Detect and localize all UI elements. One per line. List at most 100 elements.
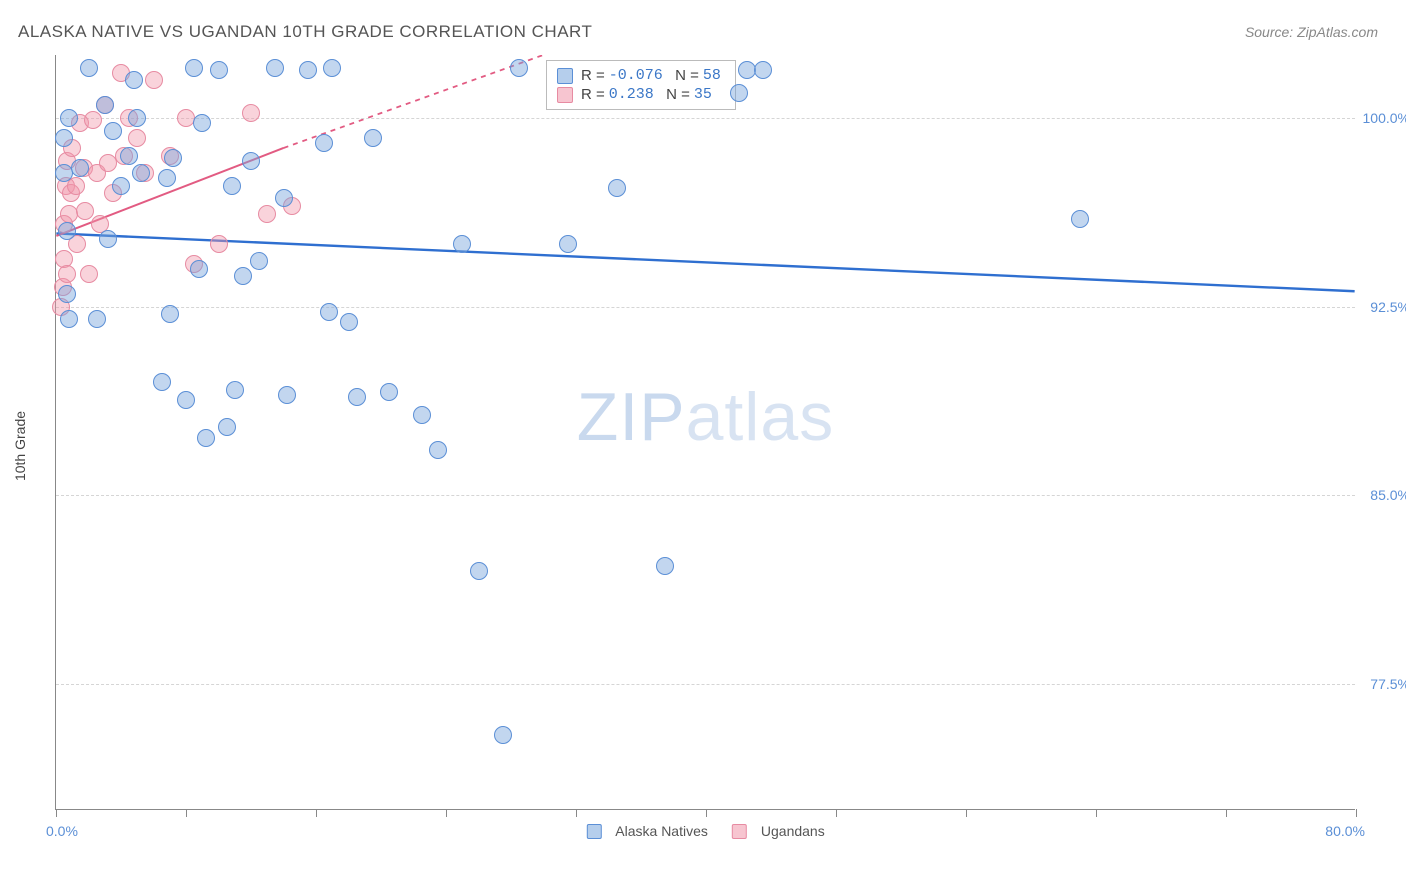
data-point <box>112 177 130 195</box>
data-point <box>210 61 228 79</box>
data-point <box>242 152 260 170</box>
data-point <box>210 235 228 253</box>
data-point <box>278 386 296 404</box>
chart-title: ALASKA NATIVE VS UGANDAN 10TH GRADE CORR… <box>18 22 592 42</box>
legend: Alaska Natives Ugandans <box>586 823 824 839</box>
data-point <box>99 154 117 172</box>
data-point <box>80 59 98 77</box>
stats-row-blue: R =-0.076 N =58 <box>557 67 725 84</box>
data-point <box>323 59 341 77</box>
x-tick <box>706 809 707 817</box>
data-point <box>197 429 215 447</box>
data-point <box>470 562 488 580</box>
data-point <box>730 84 748 102</box>
x-tick <box>56 809 57 817</box>
stats-row-pink: R = 0.238 N =35 <box>557 86 725 103</box>
x-tick <box>576 809 577 817</box>
data-point <box>559 235 577 253</box>
x-tick <box>966 809 967 817</box>
stats-box: R =-0.076 N =58 R = 0.238 N =35 <box>546 60 736 110</box>
blue-legend-icon <box>586 824 601 839</box>
y-tick-label: 100.0% <box>1355 110 1406 126</box>
y-tick-label: 77.5% <box>1355 676 1406 692</box>
gridline-h <box>56 307 1355 308</box>
data-point <box>58 265 76 283</box>
data-point <box>453 235 471 253</box>
data-point <box>190 260 208 278</box>
data-point <box>158 169 176 187</box>
data-point <box>258 205 276 223</box>
data-point <box>413 406 431 424</box>
data-point <box>76 202 94 220</box>
pink-legend-icon <box>732 824 747 839</box>
y-axis-label: 10th Grade <box>12 411 28 481</box>
data-point <box>60 310 78 328</box>
data-point <box>218 418 236 436</box>
data-point <box>364 129 382 147</box>
data-point <box>177 391 195 409</box>
x-tick <box>446 809 447 817</box>
watermark: ZIPatlas <box>577 378 834 456</box>
data-point <box>145 71 163 89</box>
data-point <box>60 109 78 127</box>
data-point <box>754 61 772 79</box>
data-point <box>656 557 674 575</box>
data-point <box>132 164 150 182</box>
data-point <box>193 114 211 132</box>
data-point <box>80 265 98 283</box>
y-tick-label: 92.5% <box>1355 299 1406 315</box>
data-point <box>340 313 358 331</box>
data-point <box>299 61 317 79</box>
x-max-label: 80.0% <box>1325 823 1365 839</box>
data-point <box>125 71 143 89</box>
gridline-h <box>56 495 1355 496</box>
data-point <box>177 109 195 127</box>
data-point <box>58 285 76 303</box>
gridline-h <box>56 684 1355 685</box>
plot-area: ZIPatlas R =-0.076 N =58 R = 0.238 N =35… <box>55 55 1355 810</box>
x-tick <box>1356 809 1357 817</box>
data-point <box>1071 210 1089 228</box>
data-point <box>84 111 102 129</box>
x-tick <box>836 809 837 817</box>
x-tick <box>1226 809 1227 817</box>
data-point <box>60 205 78 223</box>
data-point <box>104 122 122 140</box>
data-point <box>275 189 293 207</box>
data-point <box>71 159 89 177</box>
data-point <box>164 149 182 167</box>
x-min-label: 0.0% <box>46 823 78 839</box>
data-point <box>120 147 138 165</box>
data-point <box>128 109 146 127</box>
x-tick <box>186 809 187 817</box>
data-point <box>266 59 284 77</box>
blue-swatch-icon <box>557 68 573 84</box>
data-point <box>348 388 366 406</box>
data-point <box>226 381 244 399</box>
data-point <box>429 441 447 459</box>
data-point <box>55 129 73 147</box>
data-point <box>223 177 241 195</box>
data-point <box>608 179 626 197</box>
source-label: Source: ZipAtlas.com <box>1245 24 1378 40</box>
x-tick <box>1096 809 1097 817</box>
legend-item-pink: Ugandans <box>732 823 825 839</box>
data-point <box>88 310 106 328</box>
data-point <box>128 129 146 147</box>
y-tick-label: 85.0% <box>1355 487 1406 503</box>
x-tick <box>316 809 317 817</box>
pink-swatch-icon <box>557 87 573 103</box>
data-point <box>315 134 333 152</box>
data-point <box>96 96 114 114</box>
legend-item-blue: Alaska Natives <box>586 823 708 839</box>
data-point <box>242 104 260 122</box>
data-point <box>153 373 171 391</box>
data-point <box>494 726 512 744</box>
chart-container: ALASKA NATIVE VS UGANDAN 10TH GRADE CORR… <box>0 0 1406 892</box>
data-point <box>234 267 252 285</box>
data-point <box>185 59 203 77</box>
data-point <box>161 305 179 323</box>
data-point <box>250 252 268 270</box>
data-point <box>380 383 398 401</box>
data-point <box>99 230 117 248</box>
